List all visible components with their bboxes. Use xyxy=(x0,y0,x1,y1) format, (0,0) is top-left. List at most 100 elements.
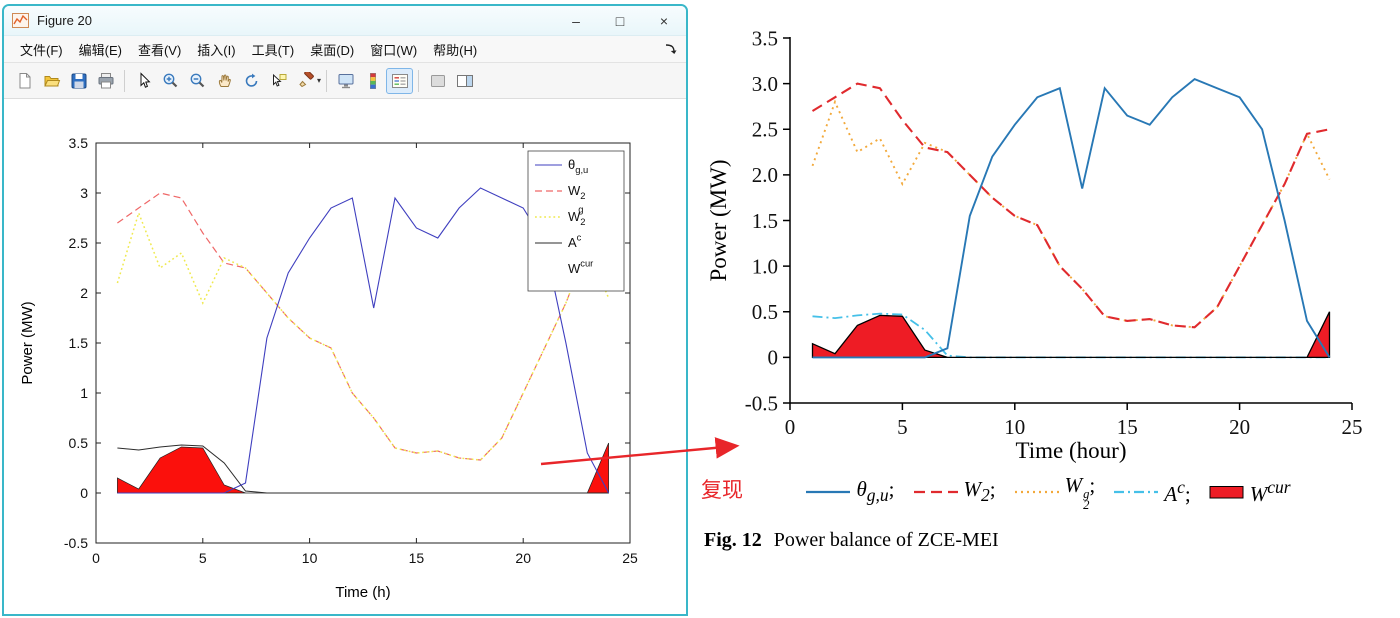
minimize-button[interactable]: – xyxy=(572,12,580,29)
chartB-y-axis-label: Power (MW) xyxy=(706,160,731,282)
figure-canvas: 0 5 10 15 20 25 -0.5 0 0.5 1 1.5 2 2.5 3 3.5 Time (h) Po… xyxy=(4,99,686,614)
colorbar-icon xyxy=(369,72,376,89)
chartB-x-axis-label: Time (hour) xyxy=(1016,438,1127,463)
link-plot-button[interactable] xyxy=(332,68,359,94)
chartA-y-axis-label: Power (MW) xyxy=(19,301,36,384)
open-file-button[interactable] xyxy=(38,68,65,94)
data-cursor-button[interactable] xyxy=(265,68,292,94)
show-plot-tools-button[interactable] xyxy=(451,68,478,94)
x-tick-label: 20 xyxy=(1229,415,1250,439)
y-tick-label: 0 xyxy=(80,485,88,501)
y-tick-label: 2.0 xyxy=(752,163,778,187)
new-figure-icon xyxy=(19,72,30,88)
y-tick-label: 3.0 xyxy=(752,72,778,96)
series-w2 xyxy=(811,82,1330,329)
y-tick-label: 3 xyxy=(80,185,88,201)
legend-sample-w2 xyxy=(913,490,958,493)
toolbar: ▾ xyxy=(4,63,686,99)
legend-item-ac: Ac; xyxy=(1113,476,1191,507)
window-title: Figure 20 xyxy=(37,13,92,28)
series-ac xyxy=(117,444,609,494)
y-tick-label: 0.5 xyxy=(69,435,89,451)
y-tick-label: 1.0 xyxy=(752,254,778,278)
reproduction-label: 复现 xyxy=(701,479,743,502)
y-tick-label: 0 xyxy=(768,346,779,370)
hand-icon xyxy=(218,74,231,87)
zoom-in-icon xyxy=(163,73,177,87)
y-tick-label: 3.5 xyxy=(69,135,89,151)
y-tick-label: -0.5 xyxy=(64,535,88,551)
menu-item-view[interactable]: 查看(V) xyxy=(137,42,182,58)
data-cursor-icon xyxy=(272,73,286,87)
matlab-chart-legend[interactable]: θg,u W2 W2g Ac Wcur xyxy=(527,150,625,292)
legend-label-wcur: Wcur xyxy=(568,258,593,277)
x-tick-label: 25 xyxy=(1342,415,1363,439)
menu-item-window[interactable]: 窗口(W) xyxy=(370,42,418,58)
x-tick-label: 25 xyxy=(622,550,638,566)
save-figure-button[interactable] xyxy=(65,68,92,94)
zoom-out-button[interactable] xyxy=(184,68,211,94)
menu-item-edit[interactable]: 编辑(E) xyxy=(78,42,122,58)
menu-item-file[interactable]: 文件(F) xyxy=(20,42,63,58)
menu-item-desktop[interactable]: 桌面(D) xyxy=(310,42,355,58)
toolbar-separator xyxy=(326,69,328,92)
x-tick-label: 20 xyxy=(515,550,531,566)
legend-label-ac: Ac; xyxy=(1164,476,1191,506)
x-tick-label: 5 xyxy=(897,415,908,439)
show-plot-tools-icon xyxy=(456,74,473,87)
legend-label-w2: W2; xyxy=(963,477,996,506)
y-tick-label: 1.5 xyxy=(752,209,778,233)
menu-item-insert[interactable]: 插入(I) xyxy=(197,42,236,58)
y-tick-label: 1.5 xyxy=(69,335,89,351)
menu-item-help[interactable]: 帮助(H) xyxy=(433,42,478,58)
x-tick-label: 15 xyxy=(1117,415,1138,439)
x-tick-label: 10 xyxy=(1004,415,1025,439)
legend-label-ac: Ac xyxy=(568,232,582,251)
y-tick-label: 2.5 xyxy=(69,235,89,251)
caption-text: Power balance of ZCE-MEI xyxy=(773,528,999,551)
hide-plot-tools-button[interactable] xyxy=(424,68,451,94)
y-tick-label: 1 xyxy=(80,385,88,401)
legend-item-wcur: Wcur xyxy=(1209,477,1291,507)
series-theta-gu xyxy=(812,78,1331,359)
rotate-3d-button[interactable] xyxy=(238,68,265,94)
save-icon xyxy=(71,73,86,88)
titlebar[interactable]: Figure 20 – □ × xyxy=(4,6,686,36)
print-figure-button[interactable] xyxy=(92,68,119,94)
x-tick-label: 0 xyxy=(92,550,100,566)
edit-plot-button[interactable] xyxy=(130,68,157,94)
zoom-in-button[interactable] xyxy=(157,68,184,94)
legend-label-w2: W2 xyxy=(568,183,586,201)
menu-bar: 文件(F) 编辑(E) 查看(V) 插入(I) 工具(T) 桌面(D) 窗口(W… xyxy=(4,36,686,63)
new-figure-button[interactable] xyxy=(11,68,38,94)
toolbar-separator xyxy=(418,69,420,92)
rotate-icon xyxy=(245,73,257,87)
insert-colorbar-button[interactable] xyxy=(359,68,386,94)
zoom-out-icon xyxy=(190,73,204,87)
caption-number: Fig. 12 xyxy=(704,528,762,551)
y-tick-label: 0.5 xyxy=(752,300,778,324)
insert-legend-button[interactable] xyxy=(386,67,414,94)
legend-label-theta-gu: θg,u; xyxy=(856,477,895,506)
matlab-figure-window: Figure 20 – □ × 文件(F) 编辑(E) 查看(V) 插入(I) … xyxy=(2,4,688,616)
legend-sample-theta-gu xyxy=(806,490,851,493)
paper-figure: 0 5 10 15 20 25 -0.5 0 0.5 1.0 1.5 2.0 2.5 3.0 3.5 Time… xyxy=(702,6,1394,552)
series-w2g xyxy=(116,210,610,461)
pan-button[interactable] xyxy=(211,68,238,94)
dock-figure-arrow-icon[interactable] xyxy=(664,43,678,55)
printer-icon xyxy=(98,72,113,88)
paper-chart: 0 5 10 15 20 25 -0.5 0 0.5 1.0 1.5 2.0 2.5 3.0 3.5 Time… xyxy=(706,26,1363,463)
menu-item-tools[interactable]: 工具(T) xyxy=(251,42,295,58)
close-button[interactable]: × xyxy=(659,12,669,29)
brush-data-button[interactable] xyxy=(292,68,319,94)
legend-sample-ac xyxy=(1114,490,1159,493)
brush-dropdown-icon[interactable]: ▾ xyxy=(317,76,322,85)
pointer-icon xyxy=(140,71,151,88)
legend-label-w2g: W2g xyxy=(568,204,586,227)
maximize-button[interactable]: □ xyxy=(615,12,625,29)
legend-sample-w2g xyxy=(1014,490,1059,493)
x-tick-label: 0 xyxy=(785,415,796,439)
